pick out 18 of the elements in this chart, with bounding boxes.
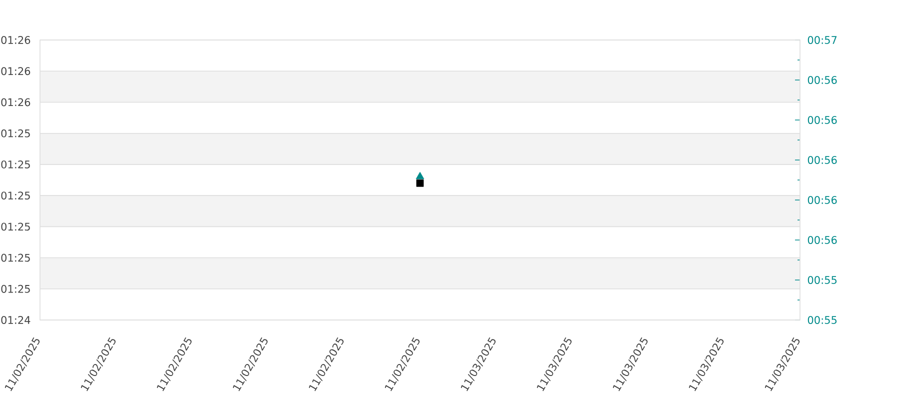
y2-tick-label: 00:55 — [808, 316, 837, 324]
y2-tick-label: 00:56 — [808, 76, 837, 84]
y-tick-label: 01:24 — [1, 316, 30, 324]
y-tick-label: 01:25 — [1, 284, 30, 293]
y-tick-label: 01:25 — [1, 254, 30, 262]
y2-tick-label: 00:56 — [808, 196, 837, 204]
y-tick-label: 01:26 — [1, 36, 30, 44]
y-tick-label: 01:25 — [1, 160, 30, 168]
y2-tick-label: 00:56 — [808, 156, 837, 164]
y-tick-label: 01:25 — [1, 222, 30, 231]
y-tick-label: 01:26 — [1, 98, 30, 106]
y2-tick-label: 00:56 — [808, 116, 837, 124]
y-tick-label: 01:25 — [1, 129, 30, 138]
y-tick-label: 01:25 — [1, 192, 30, 200]
y-tick-label: 01:26 — [1, 67, 30, 76]
y2-tick-label: 00:57 — [808, 36, 837, 44]
y2-tick-label: 00:56 — [808, 236, 837, 244]
y2-tick-label: 00:55 — [808, 276, 837, 284]
